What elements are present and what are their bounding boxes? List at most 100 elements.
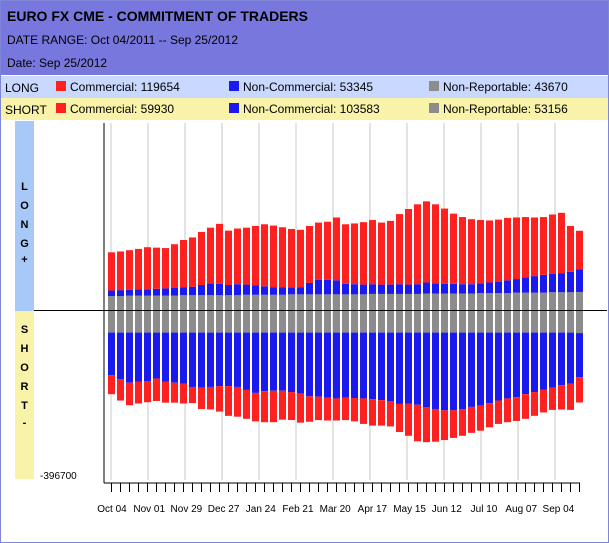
short-non-commercial-bar <box>225 332 232 387</box>
long-non-commercial-bar <box>171 287 178 296</box>
short-non-commercial-bar <box>207 332 214 387</box>
short-commercial-bar <box>360 398 367 424</box>
short-non-commercial-bar <box>162 332 169 382</box>
x-tick-label: Oct 04 <box>97 504 127 515</box>
short-non-reportable-bar <box>216 310 223 333</box>
short-non-reportable-bar <box>567 310 574 333</box>
short-non-reportable-bar <box>243 310 250 333</box>
short-commercial-bar <box>279 390 286 420</box>
long-commercial-bar <box>333 217 340 281</box>
long-non-commercial-bar <box>144 289 151 296</box>
long-commercial-bar <box>540 217 547 275</box>
non-reportable-swatch <box>429 81 439 91</box>
long-non-reportable-bar <box>450 293 457 311</box>
long-non-commercial-bar <box>279 287 286 295</box>
short-non-reportable-bar <box>423 310 430 333</box>
long-commercial-bar <box>576 230 583 270</box>
short-non-commercial-bar <box>495 332 502 401</box>
long-commercial-bar <box>423 201 430 283</box>
long-non-reportable-bar <box>198 295 205 311</box>
short-commercial-bar <box>315 396 322 421</box>
short-non-reportable-bar <box>432 310 439 333</box>
short-non-reportable-bar <box>369 310 376 333</box>
short-non-reportable-bar <box>261 310 268 333</box>
long-non-commercial-bar <box>405 284 412 294</box>
long-commercial-bar <box>477 220 484 284</box>
short-non-commercial-bar <box>108 332 115 376</box>
long-commercial-bar <box>405 208 412 285</box>
short-non-commercial-bar <box>243 332 250 390</box>
short-non-reportable-bar <box>576 310 583 334</box>
x-tick-label: Nov 01 <box>133 504 165 515</box>
date-text: Date: Sep 25/2012 <box>7 56 108 70</box>
short-commercial-bar <box>423 407 430 443</box>
short-non-commercial-bar <box>576 333 583 378</box>
date-range-text: DATE RANGE: Oct 04/2011 -- Sep 25/2012 <box>7 33 238 47</box>
short-commercial-bar <box>171 382 178 403</box>
short-non-commercial-bar <box>297 332 304 394</box>
short-commercial-bar <box>504 398 511 423</box>
short-non-commercial-bar <box>405 332 412 404</box>
long-commercial-bar <box>387 220 394 285</box>
x-tick-label: May 15 <box>393 504 426 515</box>
legend-long-non-commercial: Non-Commercial: 53345 <box>243 80 374 94</box>
short-non-commercial-bar <box>126 332 133 383</box>
chart-title: EURO FX CME - COMMITMENT OF TRADERS <box>7 8 308 24</box>
short-non-commercial-bar <box>306 332 313 397</box>
long-non-reportable-bar <box>360 294 367 311</box>
long-commercial-bar <box>306 225 313 283</box>
long-non-commercial-bar <box>324 279 331 295</box>
x-tick-label: Jan 24 <box>246 504 276 515</box>
short-non-reportable-bar <box>162 310 169 333</box>
long-commercial-bar <box>486 220 493 283</box>
short-non-commercial-bar <box>486 332 493 404</box>
short-non-commercial-bar <box>558 332 565 386</box>
short-non-reportable-bar <box>351 310 358 333</box>
short-non-commercial-bar <box>333 332 340 399</box>
short-commercial-bar <box>522 394 529 419</box>
short-letter: H <box>20 343 29 355</box>
short-non-commercial-bar <box>189 332 196 387</box>
short-non-reportable-bar <box>117 310 124 333</box>
long-commercial-bar <box>225 230 232 286</box>
long-non-commercial-bar <box>414 284 421 294</box>
short-non-reportable-bar <box>324 310 331 333</box>
long-non-commercial-bar <box>117 290 124 297</box>
short-commercial-bar <box>261 391 268 423</box>
long-commercial-bar <box>234 228 241 285</box>
short-letter: - <box>22 417 27 429</box>
x-tick-label: Mar 20 <box>320 504 352 515</box>
short-non-reportable-bar <box>486 310 493 333</box>
long-non-reportable-bar <box>234 295 241 311</box>
short-non-commercial-bar <box>477 332 484 406</box>
short-non-commercial-bar <box>432 332 439 410</box>
short-non-reportable-bar <box>504 310 511 333</box>
short-non-commercial-bar <box>117 332 124 380</box>
long-non-reportable-bar <box>243 294 250 311</box>
long-non-reportable-bar <box>270 294 277 311</box>
long-non-reportable-bar <box>342 294 349 311</box>
short-non-reportable-bar <box>279 310 286 333</box>
short-non-reportable-bar <box>306 310 313 333</box>
short-non-reportable-bar <box>126 310 133 333</box>
short-commercial-bar <box>117 379 124 401</box>
short-non-reportable-bar <box>288 310 295 333</box>
long-non-reportable-bar <box>189 295 196 311</box>
long-commercial-bar <box>567 225 574 272</box>
long-commercial-bar <box>135 248 142 290</box>
short-letter: T <box>21 400 28 412</box>
long-non-reportable-bar <box>117 296 124 311</box>
short-commercial-bar <box>414 404 421 442</box>
long-non-commercial-bar <box>135 289 142 296</box>
short-commercial-bar <box>486 403 493 428</box>
short-non-reportable-bar <box>396 310 403 333</box>
short-commercial-bar <box>333 398 340 421</box>
long-non-commercial-bar <box>360 284 367 295</box>
short-non-reportable-bar <box>558 310 565 333</box>
long-commercial-bar <box>522 217 529 278</box>
short-non-reportable-bar <box>495 310 502 333</box>
long-non-commercial-bar <box>378 284 385 294</box>
short-commercial-bar <box>198 387 205 410</box>
short-non-reportable-bar <box>360 310 367 333</box>
